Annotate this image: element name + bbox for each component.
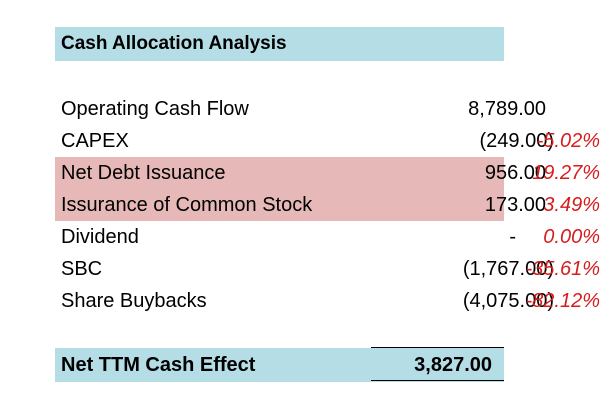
total-label: Net TTM Cash Effect — [61, 354, 256, 376]
row-percent: -82.12% — [525, 290, 601, 312]
row-highlight — [55, 157, 504, 189]
row-share-buybacks: Share Buybacks (4,075.00) -82.12% — [55, 285, 600, 317]
row-label: SBC — [61, 258, 103, 280]
sheet-title: Cash Allocation Analysis — [61, 33, 287, 54]
total-row: Net TTM Cash Effect 3,827.00 — [55, 348, 504, 382]
row-capex: CAPEX (249.00) -5.02% — [55, 125, 600, 157]
row-label: Net Debt Issuance — [61, 162, 226, 184]
row-value: 8,789.00 — [468, 98, 546, 120]
row-operating-cash-flow: Operating Cash Flow 8,789.00 — [55, 93, 600, 125]
row-common-stock-issuance: Issurance of Common Stock 173.00 3.49% — [55, 189, 600, 221]
row-value: (4,075.00) — [462, 290, 554, 312]
row-highlight — [55, 189, 504, 221]
row-net-debt-issuance: Net Debt Issuance 956.00 19.27% — [55, 157, 600, 189]
row-percent: 19.27% — [532, 162, 600, 184]
total-value: 3,827.00 — [414, 354, 492, 376]
row-label: CAPEX — [61, 130, 129, 152]
row-label: Share Buybacks — [61, 290, 207, 312]
row-value: - — [509, 226, 516, 248]
row-dividend: Dividend - 0.00% — [55, 221, 600, 253]
row-percent: 3.49% — [543, 194, 600, 216]
row-percent: -35.61% — [525, 258, 601, 280]
row-value: 173.00 — [484, 194, 546, 216]
row-value: 956.00 — [484, 162, 546, 184]
row-sbc: SBC (1,767.00) -35.61% — [55, 253, 600, 285]
total-top-border — [371, 347, 504, 348]
row-label: Issurance of Common Stock — [61, 194, 313, 216]
row-value: (1,767.00) — [462, 258, 554, 280]
row-value: (249.00) — [479, 130, 555, 152]
row-label: Operating Cash Flow — [61, 98, 249, 120]
row-percent: -5.02% — [536, 130, 600, 152]
title-bar: Cash Allocation Analysis — [55, 27, 504, 61]
row-percent: 0.00% — [543, 226, 600, 248]
row-label: Dividend — [61, 226, 139, 248]
total-bottom-border — [371, 380, 504, 381]
